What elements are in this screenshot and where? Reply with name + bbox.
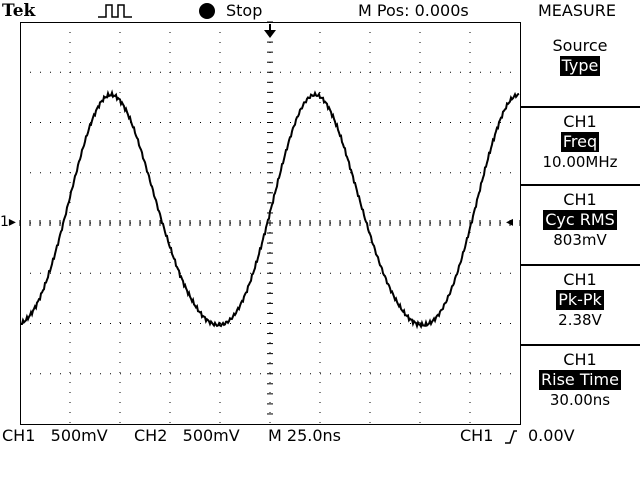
menu-label: CH1 bbox=[563, 350, 597, 369]
measure-side-menu: Source Type CH1 Freq 10.00MHz CH1 Cyc RM… bbox=[520, 22, 640, 426]
menu-selected: Cyc RMS bbox=[543, 210, 617, 230]
ch1-ground-label: 1 bbox=[0, 214, 9, 230]
menu-label: CH1 bbox=[563, 112, 597, 131]
ch1-scale: CH1 500mV bbox=[2, 426, 108, 445]
bottom-status-bar: CH1 500mV CH2 500mV M 25.0ns CH1 0.00V bbox=[0, 426, 640, 448]
horizontal-position: M Pos: 0.000s bbox=[358, 1, 469, 20]
menu-value: 30.00ns bbox=[549, 391, 611, 409]
menu-title: MEASURE bbox=[538, 1, 616, 20]
menu-selected: Type bbox=[559, 56, 601, 76]
timebase: M 25.0ns bbox=[268, 426, 341, 445]
ch1-waveform bbox=[21, 89, 520, 330]
menu-value: 2.38V bbox=[558, 311, 602, 329]
brand-logo: Tek bbox=[2, 1, 36, 21]
menu-selected: Rise Time bbox=[539, 370, 621, 390]
menu-measure-2[interactable]: CH1 Cyc RMS 803mV bbox=[520, 184, 640, 266]
ch2-scale: CH2 500mV bbox=[134, 426, 240, 445]
menu-label: CH1 bbox=[563, 190, 597, 209]
menu-label: Source bbox=[552, 36, 608, 55]
trigger-source: CH1 bbox=[460, 426, 494, 445]
menu-measure-4[interactable]: CH1 Rise Time 30.00ns bbox=[520, 344, 640, 426]
menu-measure-1[interactable]: CH1 Freq 10.00MHz bbox=[520, 106, 640, 186]
menu-label: CH1 bbox=[563, 270, 597, 289]
menu-value: 803mV bbox=[553, 231, 607, 249]
ch1-ground-arrow-icon: ▸ bbox=[8, 214, 16, 230]
graticule-grid bbox=[19, 21, 521, 423]
top-status-bar: Tek Stop M Pos: 0.000s MEASURE bbox=[0, 0, 640, 22]
menu-source-type[interactable]: Source Type bbox=[520, 36, 640, 106]
trigger-arrow-down-icon bbox=[264, 30, 276, 38]
menu-selected: Pk-Pk bbox=[556, 290, 604, 310]
trigger-level: 0.00V bbox=[528, 426, 575, 445]
ch1-ground-marker: 1▸ bbox=[0, 214, 16, 230]
menu-value: 10.00MHz bbox=[542, 153, 618, 171]
menu-measure-3[interactable]: CH1 Pk-Pk 2.38V bbox=[520, 264, 640, 346]
trigger-level-arrow-icon: ◂ bbox=[506, 214, 514, 230]
pulse-icon bbox=[98, 4, 132, 18]
menu-selected: Freq bbox=[560, 132, 600, 152]
run-status: Stop bbox=[226, 1, 263, 20]
run-status-icon bbox=[199, 3, 215, 19]
rising-edge-icon bbox=[505, 430, 517, 444]
